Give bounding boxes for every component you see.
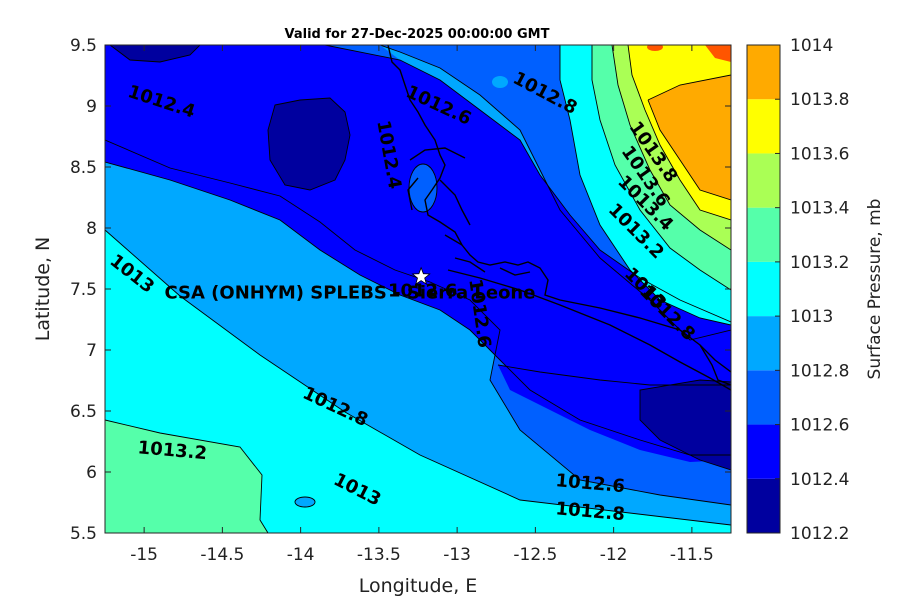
colorbar-tick-label: 1012.4 [790,470,849,490]
contour-line-1012-6-north [324,45,731,323]
x-axis-ticks: -15 -14.5 -14 -13.5 -13 -12.5 -12 -11.5 [130,45,714,565]
contour-line-1013-6-east [627,45,731,221]
contour-label: 1012.6 [388,280,457,301]
contour-line-1013-2-west [105,419,269,533]
contour-line-1012-6 [105,161,731,456]
contour-line-low-east [639,379,731,471]
colorbar-tick-label: 1013.2 [790,253,849,273]
colorbar-swatch [747,153,780,208]
y-tick-label: 6 [86,463,97,483]
y-axis-ticks: 9.5 9 8.5 8 7.5 7 6.5 6 5.5 [70,36,731,544]
colorbar-frame [746,44,781,534]
colorbar-tick-label: 1013.6 [790,144,849,164]
x-tick-label: -13 [443,545,471,565]
band-top-spot-2 [492,76,508,88]
y-tick-label: 7.5 [70,280,97,300]
x-tick-label: -12 [600,545,628,565]
band-top-spot [647,45,663,51]
station-marker-group: CSA (ONHYM) SPLEBS - Sierra Leone [164,266,535,304]
colorbar-swatch [747,45,780,100]
colorbar-tick-label: 1012.6 [790,416,849,436]
colorbar-swatch [747,424,780,479]
colorbar-tick-label: 1013.8 [790,90,849,110]
map-title: Valid for 27-Dec-2025 00:00:00 GMT [285,27,550,42]
band-1012-2-east [640,380,731,470]
band-1013-1013-2-west [105,420,268,533]
band-1014-corner [705,45,731,62]
x-tick-label: -11.5 [670,545,714,565]
contour-line-1013-east [559,45,731,326]
y-tick-label: 6.5 [70,402,97,422]
contour-line-small-cell [294,496,316,508]
y-tick-label: 5.5 [70,524,97,544]
estuary-branches [407,147,531,276]
x-tick-label: -14 [287,545,315,565]
contour-line-1012-8-north [379,45,731,341]
colorbar-swatch [747,207,780,262]
contour-line-low-north [109,45,201,63]
x-tick-label: -13.5 [357,545,401,565]
colorbar-swatch [747,99,780,154]
colorbar [747,45,780,533]
x-tick-label: -12.5 [513,545,557,565]
colorbar-swatch [747,370,780,425]
y-tick-label: 9.5 [70,36,97,56]
colorbar-tick-label: 1013 [790,307,833,327]
contour-line-1013-west [105,229,731,526]
contour-line-south-branch [497,364,731,386]
colorbar-swatch [747,316,780,371]
contour-fill-bands [105,45,731,533]
band-1012-4-1012-6 [105,45,731,455]
colorbar-ticks: 1014 1013.8 1013.6 1013.4 1013.2 1013 1012.8 10… [775,36,849,544]
coastline-and-border [387,45,731,391]
x-axis-label: Longitude, E [359,575,478,597]
country-border [447,269,731,391]
colorbar-tick-label: 1014 [790,36,833,56]
colorbar-tick-label: 1013.4 [790,199,849,219]
y-tick-label: 8.5 [70,158,97,178]
colorbar-swatch [747,478,780,533]
colorbar-swatch [747,261,780,317]
band-1012-2-north-west [268,98,350,190]
y-tick-label: 8 [86,219,97,239]
band-small-cell [295,497,315,507]
x-tick-label: -15 [130,545,158,565]
x-tick-label: -14.5 [200,545,244,565]
contour-line-1013-4-east [611,45,731,251]
station-star-icon[interactable] [411,266,431,286]
contour-line-low-west [267,97,351,191]
colorbar-tick-label: 1012.8 [790,361,849,381]
colorbar-label: Surface Pressure, mb [865,199,885,380]
band-1012-8-1013 [105,230,731,533]
band-1013-8-east [648,75,731,200]
y-tick-label: 9 [86,97,97,117]
y-tick-label: 7 [86,341,97,361]
station-label: CSA (ONHYM) SPLEBS - Sierra Leone [164,283,535,304]
contour-lines [105,45,731,533]
colorbar-tick-label: 1012.2 [790,524,849,544]
contour-line-1012-8 [105,139,731,506]
contour-line-1013-2-east [591,45,731,291]
contour-line-1013-8-east [647,74,731,201]
border-east [699,344,731,386]
band-1012-2-island [409,164,437,212]
y-axis-label: Latitude, N [32,237,54,342]
